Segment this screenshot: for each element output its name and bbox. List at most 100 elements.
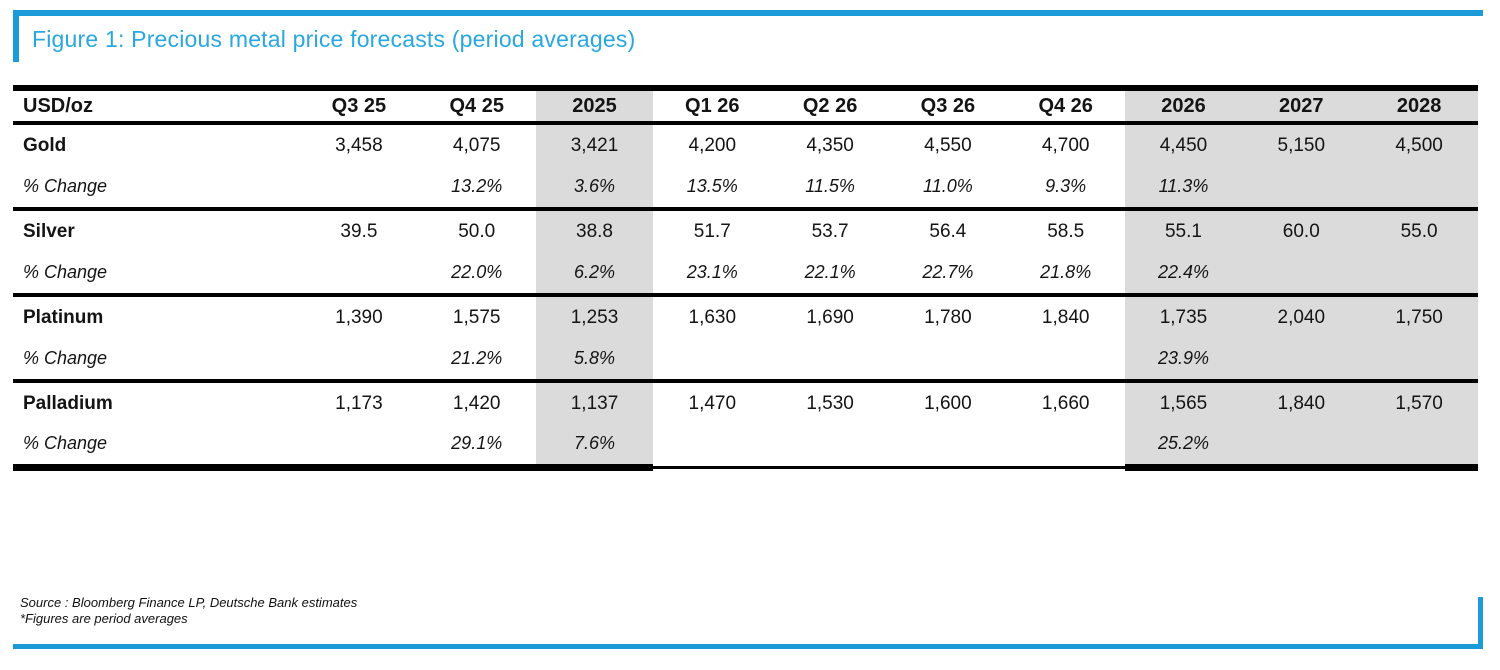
change-cell [1242, 166, 1361, 211]
change-cell [300, 252, 418, 297]
change-cell [1360, 166, 1478, 211]
value-cell: 1,630 [688, 306, 737, 328]
change-cell: 11.0% [888, 166, 1007, 211]
value-cell: 4,200 [688, 134, 737, 156]
change-cell: 11.3% [1124, 166, 1243, 211]
value-cell: 1,137 [535, 381, 654, 424]
value-cell: 1,750 [1360, 295, 1478, 338]
value-cell: 4,500 [1360, 123, 1478, 166]
value-cell: 1,660 [1041, 392, 1090, 414]
metal-row: Platinum 1,390 1,575 1,253 1,630 1,690 1,780 1,… [13, 295, 1478, 338]
change-cell: 9.3% [1006, 166, 1125, 211]
bottom-accent-rule [13, 644, 1483, 649]
change-row: % Change 13.2% 3.6% 13.5% 11.5% 11.0% 9.3% 11.3… [13, 166, 1478, 211]
change-cell: 29.1% [417, 424, 536, 471]
col-header-q4-25: Q4 25 [417, 85, 536, 125]
col-header-q3-25: Q3 25 [300, 85, 418, 125]
value-cell: 4,075 [452, 134, 501, 156]
change-cell: 7.6% [535, 424, 654, 471]
change-cell [1242, 424, 1361, 471]
change-cell: 22.4% [1124, 252, 1243, 297]
change-cell: 3.6% [535, 166, 654, 211]
change-cell: 6.2% [535, 252, 654, 297]
change-cell [771, 424, 889, 469]
col-header-2028: 2028 [1360, 85, 1478, 125]
change-cell: 23.1% [653, 252, 772, 297]
change-cell: 25.2% [1124, 424, 1243, 471]
forecast-table: USD/oz Q3 25 Q4 25 2025 Q1 26 Q2 26 Q3 26 Q4 26… [13, 85, 1478, 471]
change-cell [1006, 338, 1125, 383]
header-row: USD/oz Q3 25 Q4 25 2025 Q1 26 Q2 26 Q3 26 Q4 26… [13, 85, 1478, 125]
right-accent-corner [1478, 597, 1483, 649]
value-cell: 58.5 [1047, 220, 1085, 242]
value-cell: 1,470 [688, 392, 737, 414]
change-cell [300, 166, 418, 211]
change-cell: 22.1% [771, 252, 889, 297]
metal-row: Silver 39.5 50.0 38.8 51.7 53.7 56.4 58.5 55.1 60… [13, 209, 1478, 252]
change-cell: 23.9% [1124, 338, 1243, 383]
value-cell: 1,735 [1124, 295, 1243, 338]
value-cell: 1,840 [1041, 306, 1090, 328]
metal-name: Platinum [23, 306, 104, 328]
value-cell: 1,840 [1242, 381, 1361, 424]
change-cell [888, 338, 1007, 383]
value-cell: 38.8 [535, 209, 654, 252]
value-cell: 50.0 [458, 220, 496, 242]
metal-name: Palladium [23, 392, 113, 414]
change-cell [1360, 338, 1478, 383]
figure-title: Figure 1: Precious metal price forecasts… [32, 25, 636, 52]
change-cell [1360, 424, 1478, 471]
value-cell: 1,253 [535, 295, 654, 338]
value-cell: 4,550 [924, 134, 972, 156]
value-cell: 1,780 [924, 306, 972, 328]
value-cell: 60.0 [1242, 209, 1361, 252]
value-cell: 3,421 [535, 123, 654, 166]
value-cell: 2,040 [1242, 295, 1361, 338]
forecast-table-wrap: USD/oz Q3 25 Q4 25 2025 Q1 26 Q2 26 Q3 26 Q4 26… [13, 85, 1478, 471]
value-cell: 1,575 [452, 306, 501, 328]
value-cell: 5,150 [1242, 123, 1361, 166]
change-cell: 22.7% [888, 252, 1007, 297]
unit-header: USD/oz [13, 85, 300, 125]
change-cell [1006, 424, 1125, 469]
change-row-label: % Change [13, 338, 300, 383]
col-header-2026: 2026 [1124, 85, 1243, 125]
metal-row: Gold 3,458 4,075 3,421 4,200 4,350 4,550 4,700 4… [13, 123, 1478, 166]
change-cell [1360, 252, 1478, 297]
value-cell: 51.7 [693, 220, 731, 242]
change-cell [653, 338, 772, 383]
value-cell: 4,450 [1124, 123, 1243, 166]
value-cell: 56.4 [929, 220, 967, 242]
value-cell: 3,458 [335, 134, 383, 156]
value-cell: 1,690 [806, 306, 854, 328]
change-cell: 11.5% [771, 166, 889, 211]
change-cell [300, 338, 418, 383]
footer-notes: Source : Bloomberg Finance LP, Deutsche … [20, 595, 357, 627]
change-cell: 21.2% [417, 338, 536, 383]
period-averages-note: *Figures are period averages [20, 611, 188, 626]
value-cell: 1,600 [924, 392, 972, 414]
col-header-q2-26: Q2 26 [771, 85, 889, 125]
change-cell: 13.5% [653, 166, 772, 211]
value-cell: 39.5 [340, 220, 378, 242]
value-cell: 1,420 [452, 392, 501, 414]
metal-row: Palladium 1,173 1,420 1,137 1,470 1,530 1,600 1… [13, 381, 1478, 424]
change-cell [300, 424, 418, 471]
col-header-2027: 2027 [1242, 85, 1361, 125]
value-cell: 55.0 [1360, 209, 1478, 252]
col-header-q1-26: Q1 26 [653, 85, 772, 125]
change-row: % Change 29.1% 7.6% 25.2% [13, 424, 1478, 471]
change-row-label: % Change [13, 252, 300, 297]
value-cell: 4,350 [806, 134, 854, 156]
value-cell: 1,570 [1360, 381, 1478, 424]
change-cell: 5.8% [535, 338, 654, 383]
change-cell: 21.8% [1006, 252, 1125, 297]
change-cell [771, 338, 889, 383]
change-row-label: % Change [13, 166, 300, 211]
value-cell: 53.7 [811, 220, 849, 242]
metal-name: Silver [23, 220, 75, 242]
metal-name: Gold [23, 134, 67, 156]
change-row: % Change 21.2% 5.8% 23.9% [13, 338, 1478, 383]
change-cell [888, 424, 1007, 469]
change-row: % Change 22.0% 6.2% 23.1% 22.1% 22.7% 21.8% 22.… [13, 252, 1478, 297]
